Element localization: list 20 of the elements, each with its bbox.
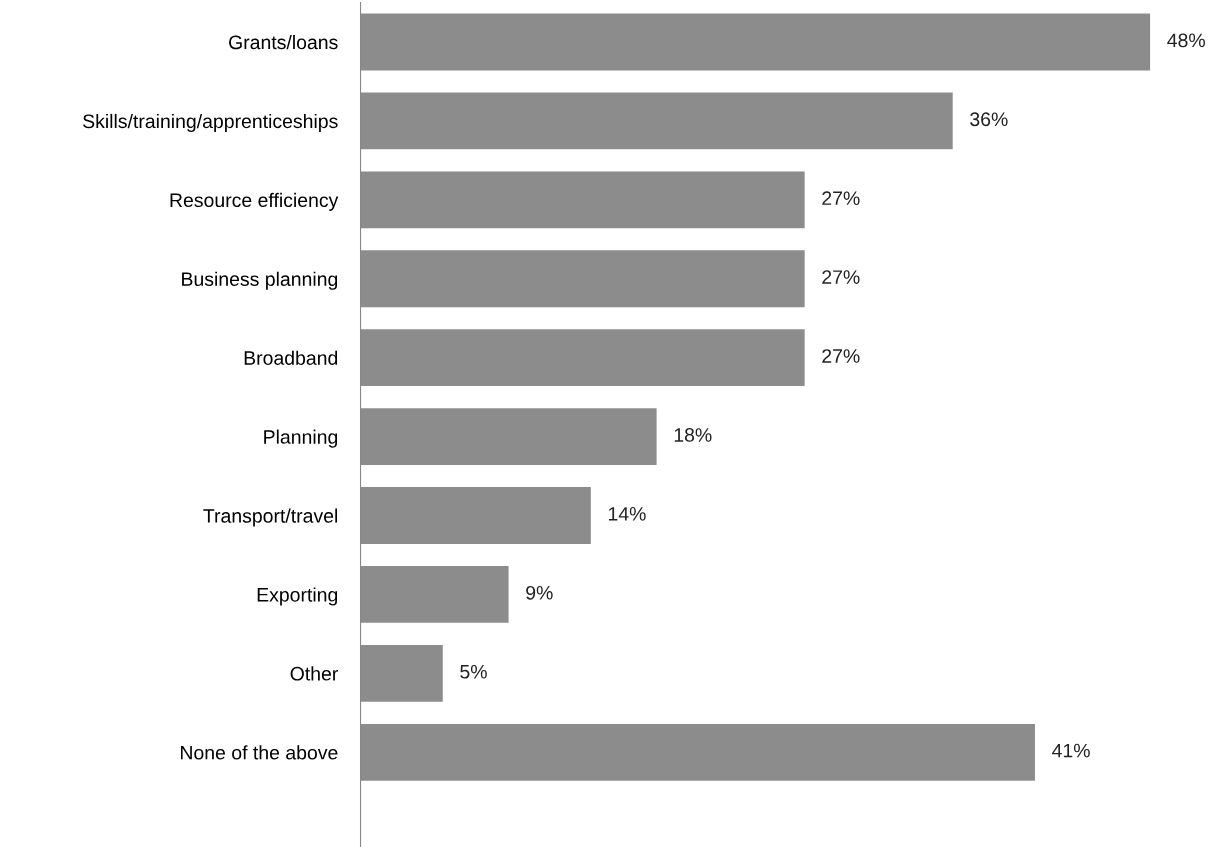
- data-label: 48%: [1167, 33, 1205, 48]
- y-tick-label: Exporting: [257, 587, 338, 606]
- data-label: 14%: [608, 507, 646, 521]
- y-tick-label: Transport/travel: [203, 508, 338, 527]
- data-label: 41%: [1052, 743, 1090, 758]
- y-tick-label: Other: [290, 666, 338, 681]
- y-tick-label: Resource efficiency: [170, 192, 339, 211]
- y-tick-label: Broadband: [244, 350, 338, 365]
- y-tick-label: Skills/training/apprenticeships: [83, 113, 338, 132]
- data-label: 5%: [460, 664, 487, 679]
- y-tick-label: None of the above: [181, 745, 338, 760]
- data-label: 27%: [822, 270, 860, 284]
- y-tick-label: Business planning: [182, 271, 338, 290]
- data-label: 27%: [822, 191, 860, 205]
- data-label: 36%: [970, 112, 1008, 127]
- y-tick-label: Planning: [264, 429, 338, 448]
- data-label: 9%: [526, 585, 553, 600]
- data-label: 18%: [674, 428, 712, 442]
- y-tick-label: Grants/loans: [229, 34, 338, 50]
- data-label: 27%: [822, 349, 860, 363]
